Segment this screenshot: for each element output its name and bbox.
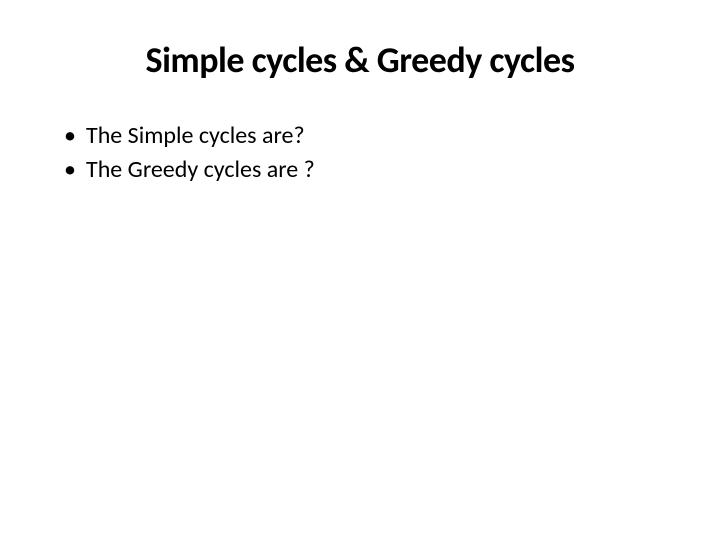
slide-title: Simple cycles & Greedy cycles (50, 38, 670, 82)
bullet-list: The Simple cycles are? The Greedy cycles… (50, 120, 670, 187)
bullet-text: The Greedy cycles are ? (86, 155, 315, 184)
bullet-text: The Simple cycles are? (86, 121, 305, 150)
bullet-item: The Simple cycles are? (64, 120, 670, 152)
bullet-item: The Greedy cycles are ? (64, 154, 670, 186)
slide-container: Simple cycles & Greedy cycles The Simple… (0, 0, 720, 540)
